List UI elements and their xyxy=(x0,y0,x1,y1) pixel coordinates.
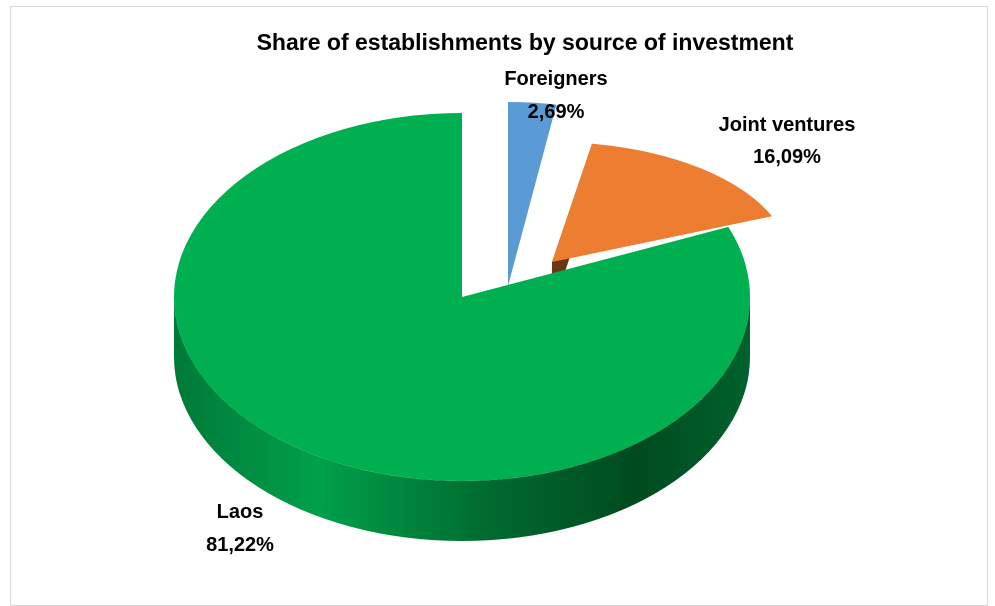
chart-title: Share of establishments by source of inv… xyxy=(257,29,794,55)
pie-slice-top-foreigners xyxy=(508,102,557,286)
pie-slice-joint-ventures xyxy=(552,143,773,310)
pie-slice-top-joint-ventures xyxy=(552,143,773,262)
pie-slice-side-laos xyxy=(174,297,750,541)
slice-value-laos: 81,22% xyxy=(206,534,274,556)
slices-layer xyxy=(174,102,773,541)
pie-slice-foreigners xyxy=(508,102,557,286)
slice-value-joint-ventures: 16,09% xyxy=(753,146,821,168)
slice-label-laos: Laos xyxy=(217,501,264,523)
pie-slice-laos xyxy=(174,113,751,541)
pie-slice-top-laos xyxy=(174,113,751,482)
slice-value-foreigners: 2,69% xyxy=(528,101,585,123)
slice-label-foreigners: Foreigners xyxy=(504,68,607,90)
slice-label-joint-ventures: Joint ventures xyxy=(719,114,856,136)
